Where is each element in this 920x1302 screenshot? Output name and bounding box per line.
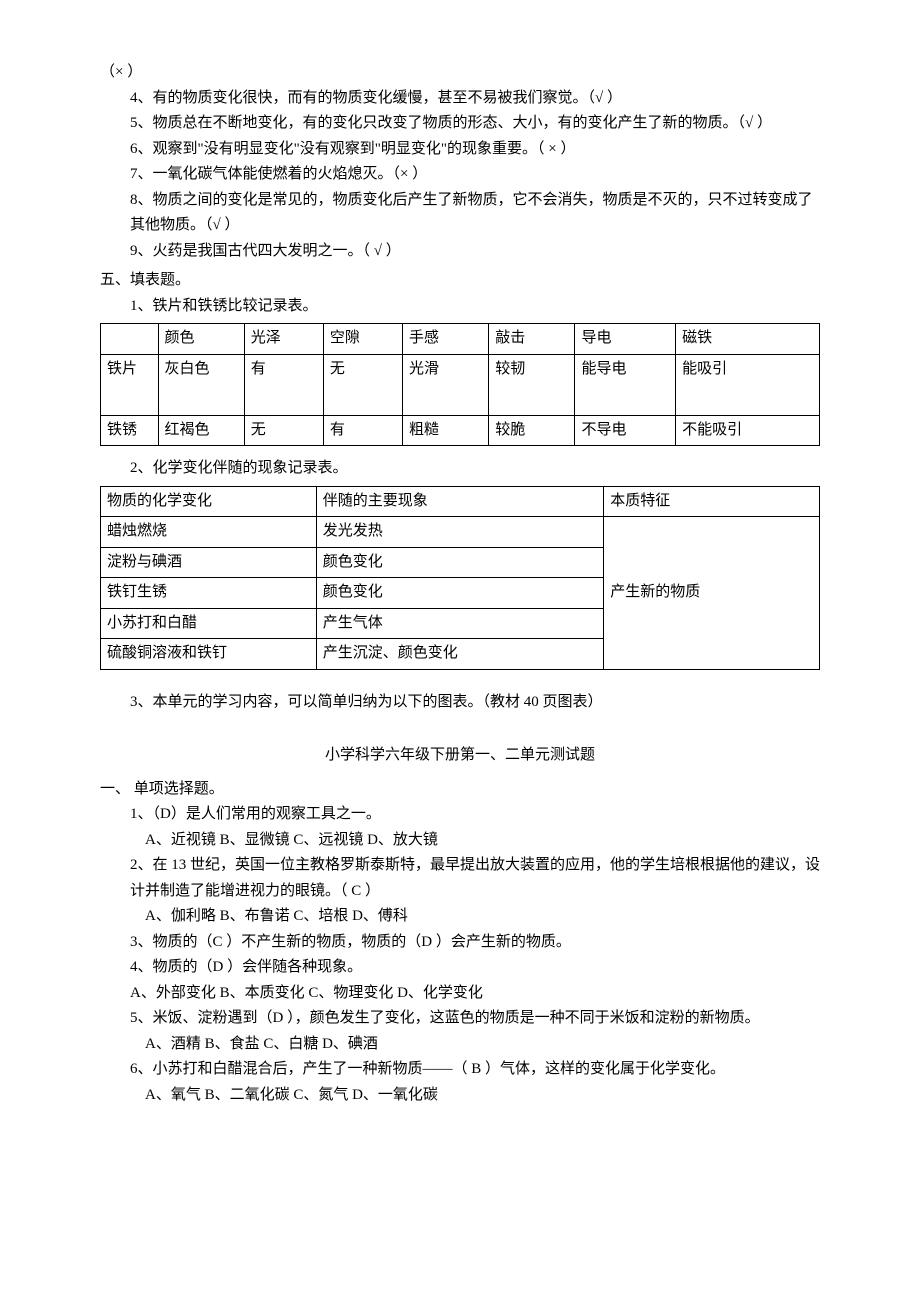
q6: 6、小苏打和白醋混合后，产生了一种新物质——（ B ）气体，这样的变化属于化学变…: [100, 1057, 820, 1083]
cell: 淀粉与碘酒: [101, 547, 317, 578]
cell: 手感: [402, 324, 488, 355]
cell: 发光发热: [316, 517, 604, 548]
cell: 不能吸引: [676, 415, 820, 446]
cell: 有: [323, 415, 402, 446]
cell: 产生沉淀、颜色变化: [316, 639, 604, 670]
cell: 铁锈: [101, 415, 159, 446]
judgment-line-7: 7、一氧化碳气体能使燃着的火焰熄灭。（× ）: [100, 162, 820, 188]
cell: 铁钉生锈: [101, 578, 317, 609]
table-row: 铁片 灰白色 有 无 光滑 较韧 能导电 能吸引: [101, 354, 820, 415]
table2-label: 2、化学变化伴随的现象记录表。: [100, 456, 820, 482]
table-row: 铁锈 红褐色 无 有 粗糙 较脆 不导电 不能吸引: [101, 415, 820, 446]
judgment-line-9: 9、火药是我国古代四大发明之一。（ √ ）: [100, 239, 820, 265]
cell: 颜色变化: [316, 578, 604, 609]
cell: 不导电: [575, 415, 676, 446]
q5-opts: A、酒精 B、食盐 C、白糖 D、碘酒: [100, 1032, 820, 1058]
item3-label: 3、本单元的学习内容，可以简单归纳为以下的图表。（教材 40 页图表）: [100, 690, 820, 716]
q5: 5、米饭、淀粉遇到（D ），颜色发生了变化，这蓝色的物质是一种不同于米饭和淀粉的…: [100, 1006, 820, 1032]
judgment-line-0: （× ）: [100, 60, 820, 86]
cell: 空隙: [323, 324, 402, 355]
cell: 导电: [575, 324, 676, 355]
cell: 产生气体: [316, 608, 604, 639]
table-chemical-change: 物质的化学变化 伴随的主要现象 本质特征 蜡烛燃烧 发光发热 产生新的物质 淀粉…: [100, 486, 820, 670]
table-row: 颜色 光泽 空隙 手感 敲击 导电 磁铁: [101, 324, 820, 355]
cell: 能导电: [575, 354, 676, 415]
cell: 较脆: [489, 415, 575, 446]
section5-heading: 五、填表题。: [100, 268, 820, 294]
q4-opts: A、外部变化 B、本质变化 C、物理变化 D、化学变化: [100, 981, 820, 1007]
judgment-line-8-text: 8、物质之间的变化是常见的，物质变化后产生了新物质，它不会消失，物质是不灭的，只…: [130, 192, 813, 234]
cell: 伴随的主要现象: [316, 486, 604, 517]
cell: 能吸引: [676, 354, 820, 415]
q1: 1、（D）是人们常用的观察工具之一。: [100, 802, 820, 828]
cell: 小苏打和白醋: [101, 608, 317, 639]
cell: 颜色: [158, 324, 244, 355]
judgment-line-4: 4、有的物质变化很快，而有的物质变化缓慢，甚至不易被我们察觉。（√ ）: [100, 86, 820, 112]
cell: 灰白色: [158, 354, 244, 415]
table1-label: 1、铁片和铁锈比较记录表。: [100, 294, 820, 320]
table-row: 蜡烛燃烧 发光发热 产生新的物质: [101, 517, 820, 548]
cell: 无: [323, 354, 402, 415]
cell: 本质特征: [604, 486, 820, 517]
judgment-line-5-text: 5、物质总在不断地变化，有的变化只改变了物质的形态、大小，有的变化产生了新的物质…: [130, 115, 772, 131]
cell: 红褐色: [158, 415, 244, 446]
table-row: 物质的化学变化 伴随的主要现象 本质特征: [101, 486, 820, 517]
judgment-line-5a: 5、物质总在不断地变化，有的变化只改变了物质的形态、大小，有的变化产生了新的物质…: [100, 111, 820, 137]
q4: 4、物质的（D ）会伴随各种现象。: [100, 955, 820, 981]
cell: 无: [244, 415, 323, 446]
cell: 物质的化学变化: [101, 486, 317, 517]
cell: 光滑: [402, 354, 488, 415]
test-title: 小学科学六年级下册第一、二单元测试题: [100, 743, 820, 769]
q2: 2、在 13 世纪，英国一位主教格罗斯泰斯特，最早提出放大装置的应用，他的学生培…: [100, 853, 820, 904]
q6-opts: A、氧气 B、二氧化碳 C、氮气 D、一氧化碳: [100, 1083, 820, 1109]
cell-merged: 产生新的物质: [604, 517, 820, 670]
judgment-line-8: 8、物质之间的变化是常见的，物质变化后产生了新物质，它不会消失，物质是不灭的，只…: [100, 188, 820, 239]
judgment-line-6: 6、观察到"没有明显变化"没有观察到"明显变化"的现象重要。（ × ）: [100, 137, 820, 163]
cell: 较韧: [489, 354, 575, 415]
q1-opts: A、近视镜 B、显微镜 C、远视镜 D、放大镜: [100, 828, 820, 854]
q2-opts: A、伽利略 B、布鲁诺 C、培根 D、傅科: [100, 904, 820, 930]
cell: 光泽: [244, 324, 323, 355]
cell: 粗糙: [402, 415, 488, 446]
table-iron-comparison: 颜色 光泽 空隙 手感 敲击 导电 磁铁 铁片 灰白色 有 无 光滑 较韧 能导…: [100, 323, 820, 446]
test-section1-head: 一、 单项选择题。: [100, 777, 820, 803]
cell: [101, 324, 159, 355]
cell: 磁铁: [676, 324, 820, 355]
cell: 有: [244, 354, 323, 415]
cell: 颜色变化: [316, 547, 604, 578]
cell: 敲击: [489, 324, 575, 355]
q3: 3、物质的（C ）不产生新的物质，物质的（D ）会产生新的物质。: [100, 930, 820, 956]
cell: 蜡烛燃烧: [101, 517, 317, 548]
cell: 铁片: [101, 354, 159, 415]
cell: 硫酸铜溶液和铁钉: [101, 639, 317, 670]
